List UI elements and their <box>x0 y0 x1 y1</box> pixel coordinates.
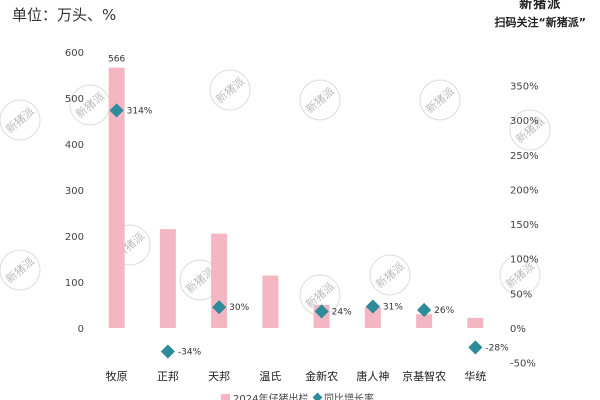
bar-牧原 <box>108 67 125 328</box>
category-label: 金新农 <box>305 369 338 383</box>
watermark-ring <box>419 79 461 121</box>
category-label: 天邦 <box>208 370 230 383</box>
growth-label: 31% <box>383 303 403 313</box>
right-tick-label: 150% <box>510 220 539 231</box>
right-tick-label: 300% <box>510 116 539 127</box>
left-tick-label: 0 <box>78 324 84 335</box>
growth-marker-金新农 <box>314 304 329 319</box>
right-tick-label: -50% <box>510 359 536 370</box>
growth-label: -28% <box>485 343 509 353</box>
watermark: 新猪派 <box>299 79 341 121</box>
watermark-text: 新猪派 <box>3 254 37 286</box>
bar-正邦 <box>159 229 176 328</box>
unit-label: 单位：万头、% <box>12 6 117 24</box>
category-label: 牧原 <box>106 369 128 383</box>
legend-label-growth: 同比增长率 <box>324 392 374 400</box>
watermark-ring <box>299 79 341 121</box>
right-tick-label: 250% <box>510 151 539 162</box>
watermark-text: 新猪派 <box>213 74 247 106</box>
growth-label: -34% <box>178 348 202 358</box>
watermark-ring <box>0 249 41 291</box>
watermark: 新猪派 <box>419 79 461 121</box>
left-tick-label: 200 <box>65 232 84 243</box>
watermark-text: 新猪派 <box>3 104 37 136</box>
growth-marker-天邦 <box>212 300 227 315</box>
category-labels: 牧原 正邦 天邦 温氏 金新农 唐人神 京基智农 华统 <box>106 369 487 383</box>
category-label: 温氏 <box>259 370 281 383</box>
right-axis-ticks: -50% 0% 50% 100% 150% 200% 250% 300% 350% <box>510 81 539 369</box>
legend-label-bars: 2024年仔猪出栏 <box>233 392 308 400</box>
category-label: 华统 <box>464 369 486 383</box>
watermark-ring <box>509 109 551 151</box>
growth-label: 30% <box>229 303 249 313</box>
watermark: 新猪派 <box>209 69 251 111</box>
legend: 2024年仔猪出栏 同比增长率 <box>221 392 374 400</box>
legend-swatch-growth <box>312 392 323 400</box>
growth-marker-京基智农 <box>417 302 432 318</box>
watermark-ring <box>0 99 41 141</box>
category-label: 京基智农 <box>402 369 446 383</box>
left-tick-label: 400 <box>65 140 84 151</box>
watermark: 新猪派 <box>0 249 41 291</box>
watermark-text: 新猪派 <box>373 259 407 291</box>
watermark: 新猪派 <box>369 254 411 296</box>
right-tick-label: 50% <box>510 289 532 300</box>
growth-marker-华统 <box>468 340 483 355</box>
bar-华统 <box>467 317 484 328</box>
bars: 566 <box>108 55 484 328</box>
category-label: 正邦 <box>157 370 179 383</box>
left-tick-label: 100 <box>65 278 84 289</box>
growth-label: 314% <box>127 106 153 116</box>
brand-logo: 新猪派 <box>519 0 562 12</box>
right-tick-label: 100% <box>510 255 539 266</box>
watermark-ring <box>499 254 541 296</box>
watermark: 新猪派 <box>69 84 111 126</box>
left-tick-label: 500 <box>65 94 84 105</box>
watermark-ring <box>369 254 411 296</box>
left-tick-label: 600 <box>65 48 84 59</box>
watermark-text: 新猪派 <box>303 84 337 116</box>
right-tick-label: 350% <box>510 81 539 92</box>
growth-marker-唐人神 <box>365 299 380 314</box>
bar-唐人神 <box>364 306 381 328</box>
bar-京基智农 <box>416 314 433 328</box>
growth-marker-正邦 <box>160 344 175 359</box>
growth-label: 24% <box>332 307 352 317</box>
watermark: 新猪派 <box>0 99 41 141</box>
right-tick-label: 0% <box>510 324 526 335</box>
brand: 新猪派 扫码关注“新猪派” <box>495 0 586 30</box>
bar-value-label: 566 <box>108 55 125 65</box>
right-tick-label: 200% <box>510 185 539 196</box>
left-tick-label: 300 <box>65 186 84 197</box>
left-axis-ticks: 0 100 200 300 400 500 600 <box>65 48 84 335</box>
bar-温氏 <box>262 275 279 328</box>
growth-markers: 314% -34% 30% 24% 31% 26% -28% <box>109 103 509 359</box>
legend-swatch-bars <box>221 394 230 400</box>
watermark-ring <box>209 69 251 111</box>
growth-label: 26% <box>434 306 454 316</box>
brand-slogan: 扫码关注“新猪派” <box>494 16 586 29</box>
watermark-text: 新猪派 <box>423 84 457 116</box>
category-label: 唐人神 <box>356 369 389 383</box>
